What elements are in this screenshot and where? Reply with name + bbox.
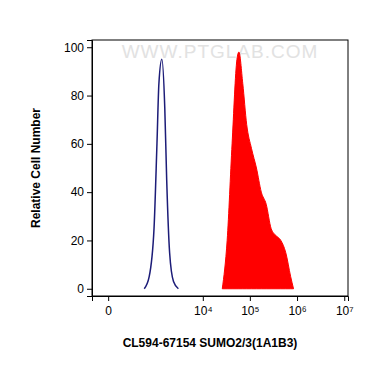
x-tick: 10⁴ bbox=[194, 296, 213, 318]
y-tick: 100 bbox=[64, 41, 92, 55]
plot-frame bbox=[92, 40, 348, 296]
y-tick-mark bbox=[87, 96, 92, 97]
y-axis: 0 20 40 60 80 100 bbox=[64, 41, 93, 297]
x-tick-label: 0 bbox=[105, 304, 112, 318]
y-tick-label: 40 bbox=[71, 185, 85, 199]
x-tick: 10⁵ bbox=[241, 296, 259, 318]
y-tick: 60 bbox=[71, 137, 92, 151]
y-tick-label: 20 bbox=[71, 234, 85, 248]
x-tick-mark bbox=[108, 296, 109, 301]
plot-area bbox=[144, 52, 293, 289]
x-axis: 0 10⁴ 10⁵ 10⁶ 10⁷ bbox=[93, 296, 354, 318]
y-tick-label: 100 bbox=[64, 41, 84, 55]
x-tick-mark bbox=[250, 296, 251, 301]
x-axis-title: CL594-67154 SUMO2/3(1A1B3) bbox=[123, 336, 298, 350]
y-tick: 40 bbox=[71, 185, 92, 199]
y-axis-title: Relative Cell Number bbox=[29, 108, 43, 228]
histogram-line bbox=[144, 59, 178, 288]
x-tick-label: 10⁵ bbox=[241, 304, 259, 318]
y-tick-label: 80 bbox=[71, 89, 85, 103]
y-axis-line bbox=[87, 41, 93, 297]
watermark: WWW.PTGLAB.COM bbox=[122, 41, 319, 62]
y-tick-mark bbox=[87, 240, 92, 241]
y-tick-label: 60 bbox=[71, 137, 85, 151]
y-tick: 0 bbox=[77, 282, 92, 296]
x-tick-label: 10⁷ bbox=[336, 304, 354, 318]
y-tick: 80 bbox=[71, 89, 92, 103]
y-tick-mark bbox=[87, 192, 92, 193]
y-tick-label: 0 bbox=[77, 282, 84, 296]
x-axis-line bbox=[93, 297, 349, 302]
x-tick: 10⁶ bbox=[288, 296, 306, 318]
x-tick: 10⁷ bbox=[336, 296, 354, 318]
histogram-area bbox=[222, 52, 293, 289]
chart: WWW.PTGLAB.COM 0 10⁴ 10⁵ 10⁶ 10⁷ 0 20 40 60 80 100 C… bbox=[0, 0, 370, 367]
y-tick-mark bbox=[87, 47, 92, 48]
x-tick-mark bbox=[344, 296, 345, 301]
y-tick-mark bbox=[87, 144, 92, 145]
x-tick-label: 10⁴ bbox=[194, 304, 213, 318]
x-tick-mark bbox=[297, 296, 298, 301]
y-tick: 20 bbox=[71, 234, 92, 248]
x-tick-label: 10⁶ bbox=[288, 304, 306, 318]
x-tick: 0 bbox=[105, 296, 112, 318]
y-tick-mark bbox=[87, 289, 92, 290]
x-tick-mark bbox=[203, 296, 204, 301]
